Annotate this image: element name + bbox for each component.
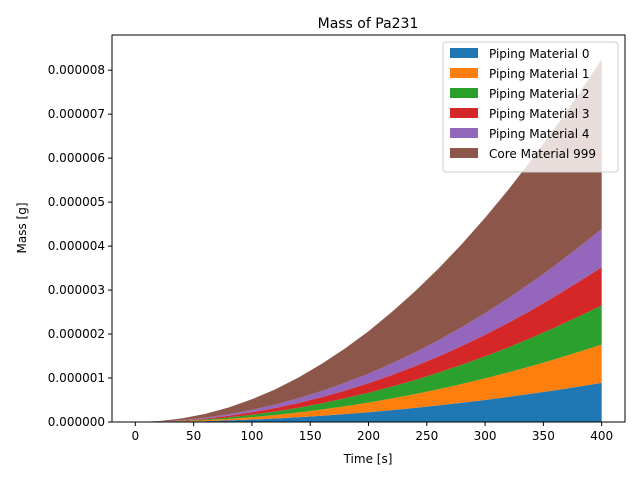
chart-title: Mass of Pa231 — [318, 16, 419, 32]
y-tick-label: 0.000003 — [48, 283, 105, 297]
x-tick-label: 200 — [357, 429, 380, 443]
legend-swatch-piping-material-0 — [450, 48, 478, 58]
y-tick-label: 0.000007 — [48, 107, 105, 121]
legend-swatch-piping-material-3 — [450, 108, 478, 118]
x-tick-label: 250 — [415, 429, 438, 443]
legend-label-core-material-999: Core Material 999 — [489, 147, 596, 161]
y-tick-label: 0.000005 — [48, 195, 105, 209]
y-tick-label: 0.000001 — [48, 371, 105, 385]
y-axis-ticks: 0.000000 0.000001 0.000002 0.000003 0.000004… — [48, 63, 112, 429]
x-tick-label: 350 — [532, 429, 555, 443]
y-tick-label: 0.000006 — [48, 151, 105, 165]
legend-box — [442, 41, 619, 173]
legend-swatch-piping-material-2 — [450, 88, 478, 98]
x-axis-ticks: 0 50 100 150 200 250 300 350 400 — [131, 422, 613, 443]
x-axis-label: Time [s] — [343, 452, 393, 466]
legend-label-piping-material-4: Piping Material 4 — [489, 127, 590, 141]
x-tick-label: 300 — [474, 429, 497, 443]
x-tick-label: 100 — [240, 429, 263, 443]
legend-label-piping-material-1: Piping Material 1 — [489, 67, 590, 81]
y-tick-label: 0.000004 — [48, 239, 105, 253]
legend-label-piping-material-0: Piping Material 0 — [489, 47, 590, 61]
x-tick-label: 50 — [186, 429, 201, 443]
legend: Piping Material 0 Piping Material 1 Piping… — [442, 41, 619, 173]
area-piping-material-1 — [135, 344, 602, 422]
x-tick-label: 150 — [299, 429, 322, 443]
y-tick-label: 0.000000 — [48, 415, 105, 429]
area-core-material-999 — [135, 59, 602, 422]
legend-swatch-core-material-999 — [450, 148, 478, 158]
legend-swatch-piping-material-4 — [450, 128, 478, 138]
legend-swatch-piping-material-1 — [450, 68, 478, 78]
area-piping-material-3 — [135, 267, 602, 422]
legend-label-piping-material-3: Piping Material 3 — [489, 107, 590, 121]
area-piping-material-2 — [135, 305, 602, 422]
y-axis-label: Mass [g] — [15, 202, 29, 253]
x-tick-label: 0 — [131, 429, 139, 443]
x-tick-label: 400 — [590, 429, 613, 443]
y-tick-label: 0.000002 — [48, 327, 105, 341]
legend-label-piping-material-2: Piping Material 2 — [489, 87, 590, 101]
area-series-group — [135, 59, 602, 422]
y-tick-label: 0.000008 — [48, 63, 105, 77]
area-piping-material-0 — [135, 382, 602, 422]
plot-frame — [111, 34, 626, 423]
